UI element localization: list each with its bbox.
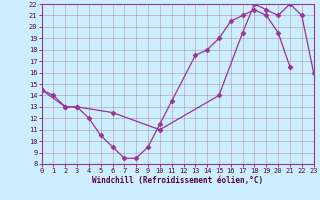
X-axis label: Windchill (Refroidissement éolien,°C): Windchill (Refroidissement éolien,°C) bbox=[92, 176, 263, 185]
